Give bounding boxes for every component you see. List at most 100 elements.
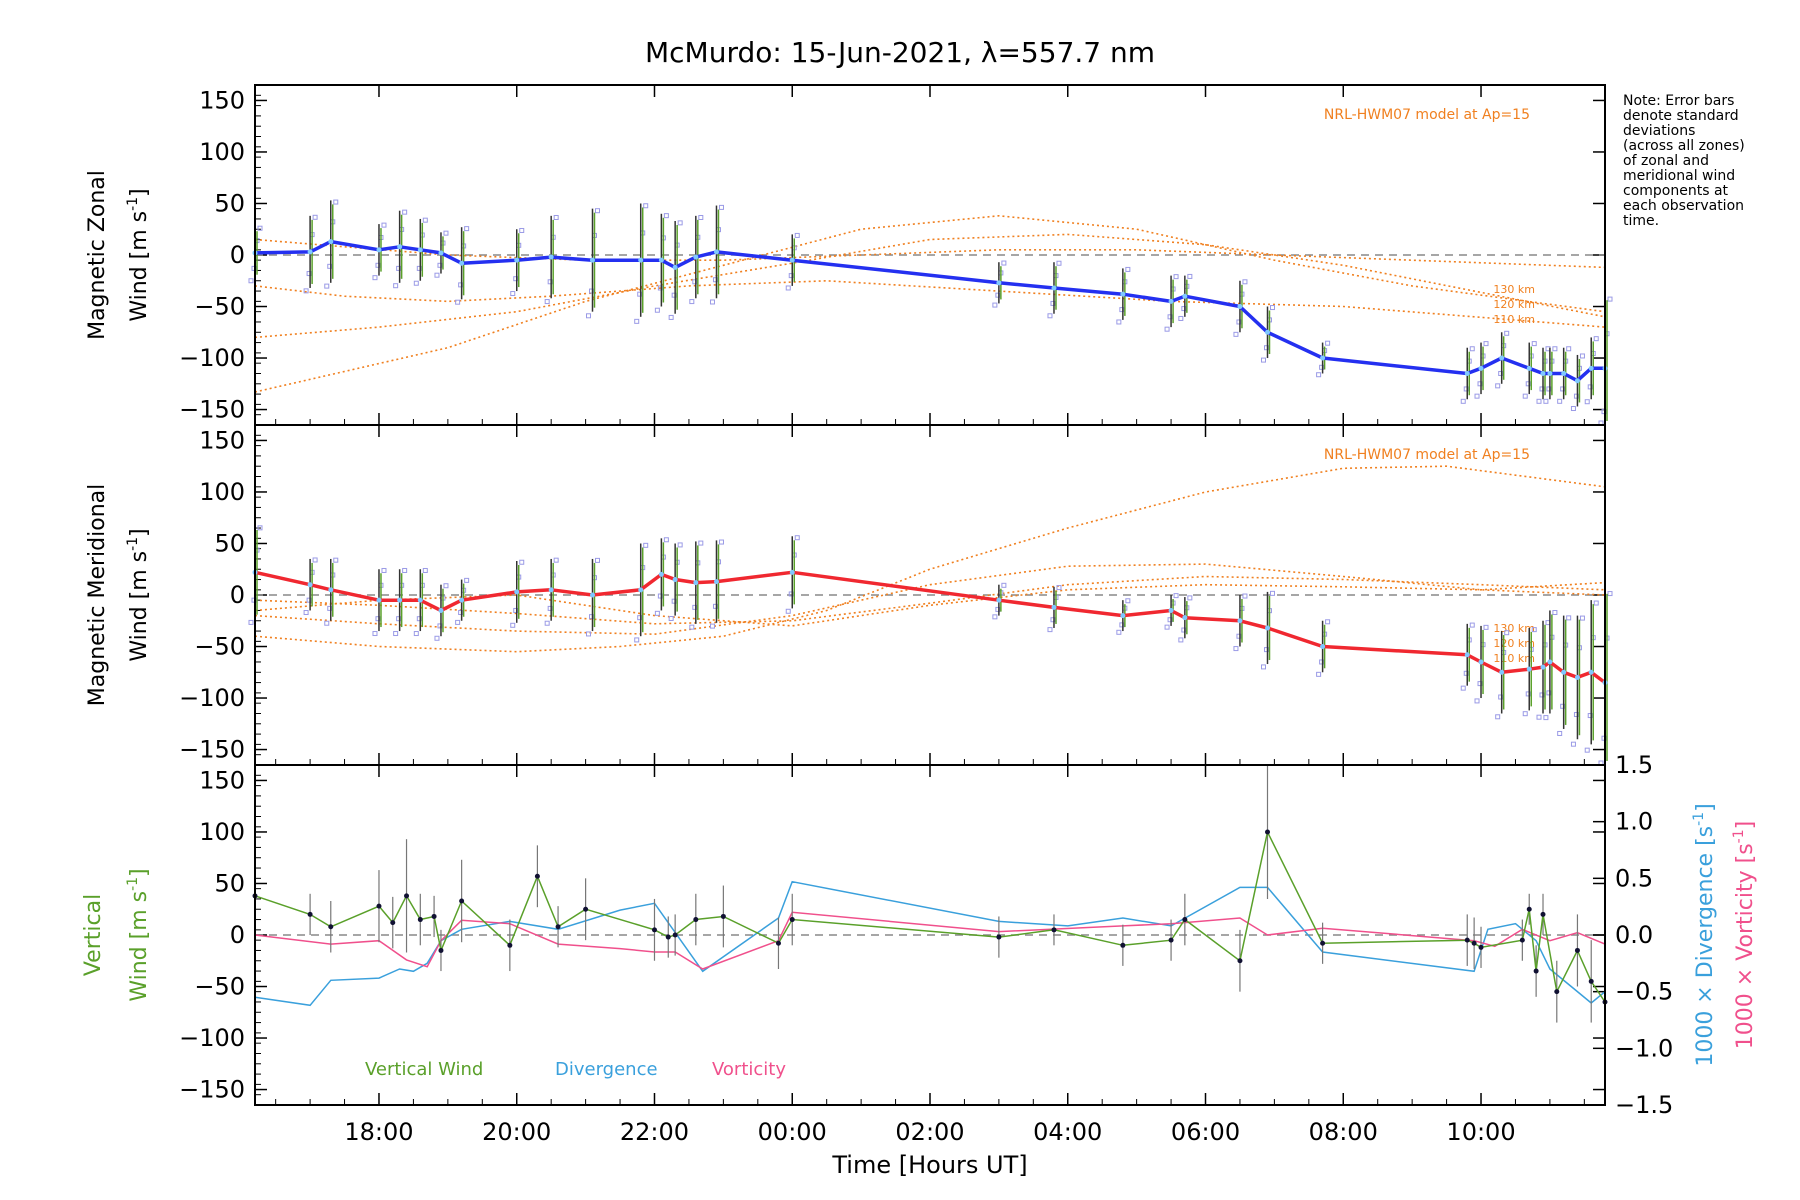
meridional-zone-marker bbox=[458, 610, 464, 616]
meridional-zone-marker bbox=[1463, 670, 1469, 676]
meridional-zone-marker bbox=[455, 619, 461, 625]
zonal-zone-marker bbox=[1460, 398, 1466, 404]
zonal-model-curve bbox=[254, 279, 1606, 328]
vertical-data-point bbox=[328, 924, 334, 930]
zonal-zone-marker bbox=[327, 263, 333, 269]
zonal-zone-marker bbox=[692, 279, 698, 285]
meridional-model-curve bbox=[254, 465, 1606, 653]
meridional-zone-marker bbox=[1566, 615, 1572, 621]
zonal-model-curve bbox=[254, 233, 1606, 339]
zonal-zone-marker bbox=[1495, 383, 1501, 389]
meridional-ytick-label: −150 bbox=[179, 736, 245, 764]
meridional-data-point bbox=[1237, 618, 1243, 624]
vertical-data-point bbox=[1588, 978, 1594, 984]
meridional-data-point bbox=[1499, 669, 1505, 675]
zonal-zone-marker bbox=[1319, 364, 1325, 370]
meridional-data-point bbox=[1588, 669, 1594, 675]
meridional-zone-marker bbox=[519, 559, 525, 565]
meridional-zone-marker bbox=[1460, 685, 1466, 691]
meridional-zone-marker bbox=[1522, 711, 1528, 717]
meridional-zone-marker bbox=[544, 620, 550, 626]
meridional-zone-marker bbox=[654, 610, 660, 616]
zonal-zone-marker bbox=[1539, 386, 1545, 392]
meridional-zone-marker bbox=[416, 616, 422, 622]
meridional-zone-marker bbox=[677, 542, 683, 548]
zonal-plot-layer: −150 −100 −50 0 50 100 150 130 km 120 km 110 km bbox=[179, 84, 1613, 426]
zonal-zone-marker bbox=[634, 318, 640, 324]
zonal-zone-marker bbox=[1474, 393, 1480, 399]
zonal-zone-marker bbox=[709, 299, 715, 305]
vertical-ytick-label: 0 bbox=[230, 921, 245, 949]
meridional-data-point bbox=[1320, 644, 1326, 650]
vertical-data-point bbox=[1471, 940, 1477, 946]
meridional-data-point bbox=[1574, 674, 1580, 680]
meridional-zone-marker bbox=[1543, 715, 1549, 721]
zonal-zone-marker bbox=[393, 283, 399, 289]
zonal-zone-marker bbox=[654, 307, 660, 313]
meridional-data-point bbox=[376, 597, 382, 603]
zonal-zone-marker bbox=[519, 227, 525, 233]
vertical-ytick-label: −150 bbox=[179, 1076, 245, 1104]
meridional-data-point bbox=[1526, 666, 1532, 672]
meridional-zone-marker bbox=[324, 620, 330, 626]
zonal-zone-marker bbox=[1469, 346, 1475, 352]
vertical-data-point bbox=[720, 913, 726, 919]
meridional-zone-marker bbox=[553, 557, 559, 563]
note-line: deviations bbox=[1623, 123, 1695, 139]
meridional-zone-marker bbox=[547, 605, 553, 611]
zonal-wind-line bbox=[254, 239, 1605, 383]
vertical-data-point bbox=[651, 927, 657, 933]
zonal-data-point bbox=[638, 257, 644, 263]
meridional-data-point bbox=[1168, 607, 1174, 613]
meridional-zone-marker bbox=[333, 557, 339, 563]
zonal-zone-marker bbox=[422, 217, 428, 223]
meridional-zone-marker bbox=[1539, 692, 1545, 698]
vertical-ytick-label: 150 bbox=[199, 766, 245, 794]
zonal-data-point bbox=[1051, 285, 1057, 291]
x-axis-label: Time [Hours UT] bbox=[831, 1151, 1027, 1179]
meridional-zone-marker bbox=[595, 557, 600, 563]
note-line: denote standard bbox=[1623, 108, 1739, 124]
meridional-zone-marker bbox=[1570, 741, 1576, 747]
meridional-zone-marker bbox=[372, 631, 378, 637]
meridional-zone-marker bbox=[1536, 714, 1542, 720]
vertical-ytick-label: −100 bbox=[179, 1024, 245, 1052]
meridional-zone-marker bbox=[413, 631, 419, 637]
meridional-zone-marker bbox=[434, 635, 440, 641]
zonal-ytick-label: −150 bbox=[179, 396, 245, 424]
zonal-zone-marker bbox=[434, 272, 440, 278]
meridional-data-point bbox=[1265, 625, 1270, 631]
zonal-zone-marker bbox=[1178, 315, 1184, 321]
x-axis: 18:00 20:00 22:00 00:00 02:00 04:00 06:00 08:00… bbox=[344, 1118, 1515, 1146]
zonal-zone-marker bbox=[553, 214, 559, 220]
zonal-data-point bbox=[1464, 370, 1470, 376]
meridional-zone-marker bbox=[788, 591, 794, 597]
note-line: each observation bbox=[1623, 198, 1744, 214]
zonal-zone-marker bbox=[1584, 399, 1590, 405]
meridional-zone-marker bbox=[327, 605, 333, 611]
zonal-zone-marker bbox=[1573, 393, 1579, 399]
zonal-data-point bbox=[1574, 378, 1580, 384]
meridional-data-point bbox=[438, 607, 444, 613]
x-tick-label: 20:00 bbox=[482, 1118, 551, 1146]
note-line: time. bbox=[1623, 213, 1659, 229]
meridional-zone-marker bbox=[634, 637, 640, 643]
zonal-zone-marker bbox=[668, 314, 674, 320]
meridional-zone-marker bbox=[1504, 630, 1510, 636]
zonal-zone-marker bbox=[677, 220, 683, 226]
vertical-data-point bbox=[789, 917, 795, 923]
vertical-data-point bbox=[1540, 911, 1546, 917]
y2-tick-label: 0.5 bbox=[1615, 864, 1653, 892]
y2-tick-label: 1.5 bbox=[1615, 751, 1653, 779]
meridional-zone-marker bbox=[668, 615, 674, 621]
zonal-data-point bbox=[996, 280, 1002, 286]
meridional-zone-marker bbox=[1531, 627, 1537, 633]
note-text: Note: Error bars denote standard deviati… bbox=[1623, 93, 1745, 229]
meridional-model-curve bbox=[254, 575, 1606, 625]
zonal-zone-marker bbox=[1270, 305, 1275, 311]
zonal-zone-marker bbox=[1242, 279, 1248, 285]
zonal-zone-marker bbox=[712, 277, 718, 283]
meridional-model-curve bbox=[254, 563, 1606, 636]
